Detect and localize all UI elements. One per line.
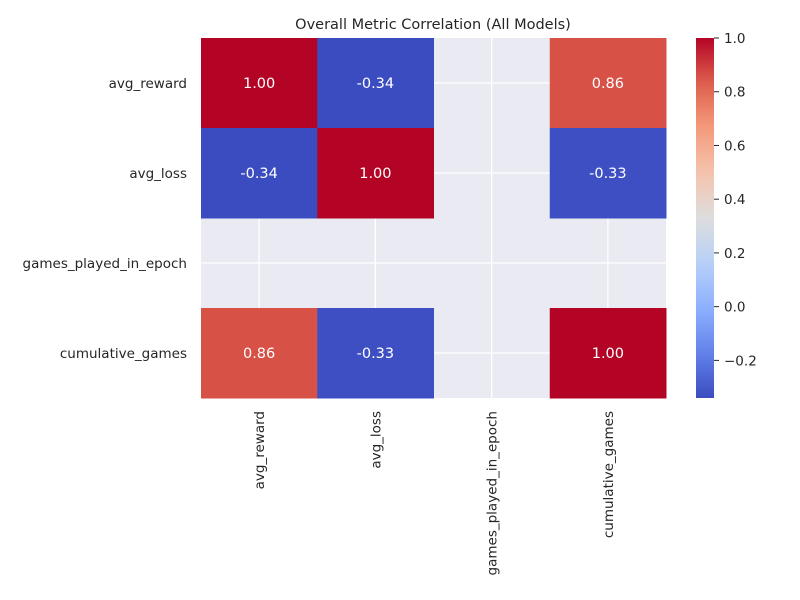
y-tick-label: avg_reward	[109, 76, 187, 92]
x-tick-label: avg_loss	[368, 411, 384, 469]
cell-label: -0.34	[357, 76, 395, 92]
cell-label: 1.00	[243, 76, 275, 92]
y-axis: avg_reward avg_loss games_played_in_epochc…	[23, 76, 187, 362]
heatmap-cell	[549, 38, 667, 129]
heatmap-cell	[317, 128, 434, 219]
heatmap-cell	[201, 308, 318, 399]
x-tick-label: avg_reward	[252, 411, 268, 489]
colorbar: 1.0 0.8 0.6 0.4 0.2 0.0 −0.2	[696, 31, 757, 398]
heatmap-cell	[317, 38, 434, 129]
heatmap-cell	[317, 308, 434, 399]
plot-area: 1.00 -0.34 0.86 -0.34 1.00 -0.33 0.86 -0.33 1.00	[201, 38, 667, 399]
cell-label: -0.33	[357, 346, 395, 362]
x-tick-label: games_played_in_epoch	[485, 411, 501, 575]
cell-label: 1.00	[359, 166, 391, 182]
colorbar-tick-label: −0.2	[724, 353, 757, 369]
colorbar-tick-label: 0.8	[724, 85, 745, 101]
cell-label: 1.00	[592, 346, 624, 362]
heatmap-cell	[549, 128, 667, 219]
colorbar-tick-label: 0.0	[724, 300, 745, 316]
colorbar-tick-label: 0.6	[724, 138, 745, 154]
cell-label: -0.33	[589, 166, 627, 182]
y-tick-label: cumulative_games	[60, 346, 187, 362]
x-axis: avg_reward avg_loss games_played_in_epoch c…	[252, 411, 617, 575]
cell-label: -0.34	[240, 166, 278, 182]
cell-label: 0.86	[243, 346, 275, 362]
colorbar-tick-label: 0.2	[724, 246, 745, 262]
x-tick-label: cumulative_games	[601, 411, 617, 538]
colorbar-tick-label: 1.0	[724, 31, 745, 47]
cell-label: 0.86	[592, 76, 624, 92]
chart-title: Overall Metric Correlation (All Models)	[295, 17, 571, 33]
colorbar-gradient	[696, 38, 714, 398]
heatmap-cell	[201, 128, 318, 219]
colorbar-tick-label: 0.4	[724, 192, 745, 208]
heatmap-cell	[549, 308, 667, 399]
y-tick-label: games_played_in_epoch	[23, 256, 187, 272]
heatmap-cell	[201, 38, 318, 129]
y-tick-label: avg_loss	[129, 166, 187, 182]
